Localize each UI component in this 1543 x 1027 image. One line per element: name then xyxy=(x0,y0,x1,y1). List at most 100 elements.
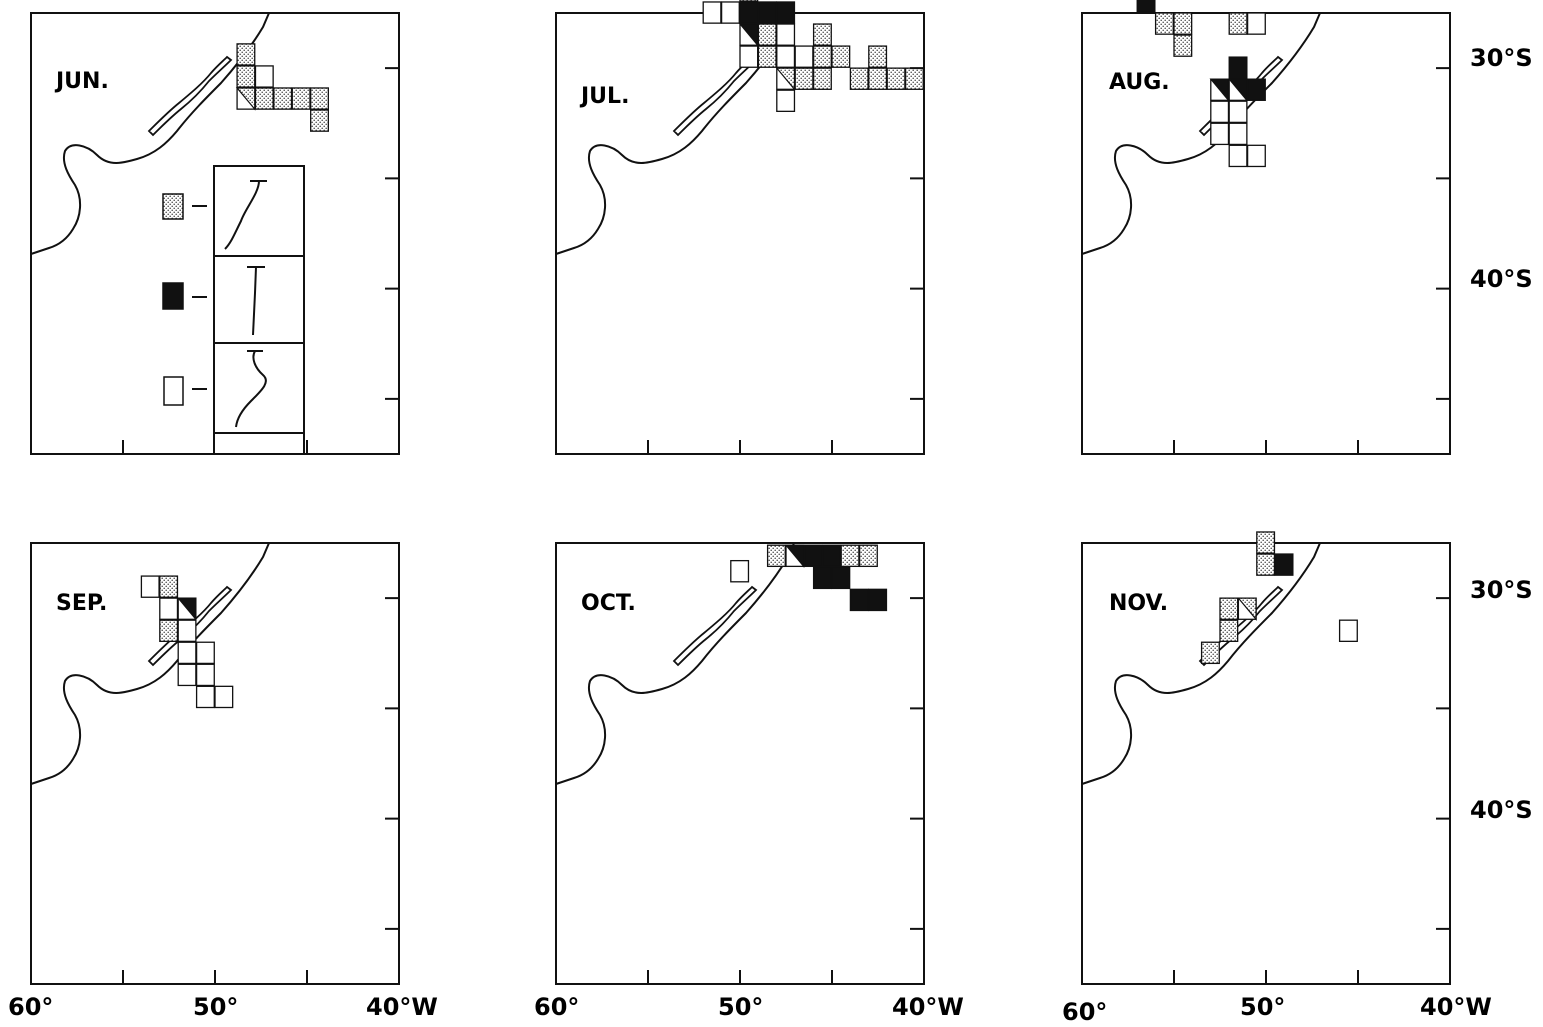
grid-cell-dot xyxy=(1154,12,1174,35)
data-cells xyxy=(1136,0,1266,168)
month-label: AUG. xyxy=(1109,70,1170,95)
grid-cell-black xyxy=(757,1,777,24)
profile-curve xyxy=(224,180,267,250)
longitude-labels-middle: 60° 50° 40°W xyxy=(534,993,964,1021)
grid-cell-empty xyxy=(776,45,796,68)
panel-frame xyxy=(1081,12,1451,455)
coastline-path xyxy=(555,12,795,255)
coastline-path xyxy=(555,542,795,785)
grid-cell-empty xyxy=(214,685,234,709)
data-cells xyxy=(702,0,924,112)
grid-cell-black xyxy=(1136,0,1156,13)
grid-cell-dot xyxy=(310,109,329,132)
grid-cell-dot xyxy=(1228,12,1248,35)
grid-cell-split-black xyxy=(1227,78,1248,102)
coastline-path xyxy=(1081,12,1321,255)
lon-label-40w: 40°W xyxy=(366,993,438,1021)
longitude-labels-left: 60° 50° 40°W xyxy=(8,993,438,1021)
grid-cell-black xyxy=(739,1,759,24)
grid-cell-dot xyxy=(886,67,906,90)
lagoon-outline xyxy=(672,585,758,667)
panel-frame xyxy=(30,542,400,985)
legend xyxy=(162,165,305,455)
grid-cell-empty xyxy=(140,575,160,598)
grid-cell-dot xyxy=(310,87,329,110)
legend-symbol-black xyxy=(162,282,184,310)
lat-label-30s: 30°S xyxy=(1470,576,1533,604)
grid-cell-dot xyxy=(831,45,851,68)
data-cells xyxy=(730,544,888,612)
lon-label-40w: 40°W xyxy=(1420,993,1492,1021)
month-label: NOV. xyxy=(1109,591,1168,616)
grid-cell-dot xyxy=(766,544,786,568)
grid-cell-split-dot xyxy=(235,87,256,111)
grid-cell-dot xyxy=(868,45,888,68)
grid-cell-empty xyxy=(177,619,197,642)
coastline-path xyxy=(30,12,270,255)
latitude-labels-bottom: 30°S 40°S xyxy=(1470,576,1533,824)
coastline-path xyxy=(30,542,270,785)
data-cells xyxy=(235,43,329,132)
coastline xyxy=(30,12,270,255)
map-panel-sep: SEP. xyxy=(30,542,400,985)
grid-cell-dot xyxy=(1256,531,1276,554)
coastline-path xyxy=(1081,542,1321,785)
grid-cell-black xyxy=(1228,56,1248,79)
month-label: OCT. xyxy=(581,591,636,616)
map-panel-jul: JUL. xyxy=(555,0,925,455)
grid-cell-dot xyxy=(273,87,293,110)
grid-cell-empty xyxy=(776,23,796,46)
grid-cell-dot xyxy=(1173,12,1193,35)
profile-inversion xyxy=(235,350,267,428)
grid-cell-split-dot xyxy=(1237,597,1257,621)
grid-cell-empty xyxy=(794,45,814,68)
lon-label-40w: 40°W xyxy=(892,993,964,1021)
map-panel-nov: NOV. xyxy=(1081,531,1451,985)
grid-cell-empty xyxy=(720,1,740,24)
grid-cell-dot xyxy=(1219,597,1239,620)
grid-cell-empty xyxy=(177,641,197,665)
grid-cell-empty xyxy=(254,65,274,88)
grid-cell-empty xyxy=(195,641,215,665)
grid-cell-dot xyxy=(868,67,888,90)
month-label: SEP. xyxy=(56,591,107,616)
panel-frame xyxy=(1081,542,1451,985)
grid-cell-dot xyxy=(1200,641,1220,665)
map-panel-aug: AUG. xyxy=(1081,0,1451,455)
grid-cell-split-dot xyxy=(775,67,796,91)
grid-cell-dot xyxy=(254,87,274,110)
grid-cell-dot xyxy=(291,87,311,110)
coastline xyxy=(555,542,795,785)
grid-cell-dot xyxy=(757,45,777,68)
grid-cell-black xyxy=(849,588,869,612)
grid-cell-black xyxy=(868,588,888,612)
grid-cell-empty xyxy=(177,663,197,687)
grid-cell-dot xyxy=(840,544,860,568)
grid-cell-dot xyxy=(1219,619,1239,642)
data-cells xyxy=(1200,531,1358,665)
grid-cell-dot xyxy=(812,23,832,46)
grid-cell-black xyxy=(831,566,851,590)
grid-cell-empty xyxy=(776,89,796,112)
grid-cell-dot xyxy=(849,67,869,90)
lat-label-40s: 40°S xyxy=(1470,796,1533,824)
lon-label-50: 50° xyxy=(1240,993,1285,1021)
grid-cell-empty xyxy=(730,559,750,583)
grid-cell-black xyxy=(812,566,832,590)
legend-frame xyxy=(213,165,305,455)
grid-cell-dot xyxy=(1256,553,1276,576)
grid-cell-dot xyxy=(159,619,179,642)
grid-cell-dot xyxy=(904,67,924,90)
grid-cell-empty xyxy=(1228,100,1248,124)
grid-cell-dot xyxy=(812,45,832,68)
grid-cell-empty xyxy=(1246,144,1266,168)
grid-cell-dot xyxy=(812,67,832,90)
lon-label-60: 60° xyxy=(534,993,579,1021)
panel-frame xyxy=(555,542,925,985)
data-cells xyxy=(140,575,234,709)
grid-cell-black xyxy=(776,1,796,24)
grid-cell-black xyxy=(803,544,823,568)
grid-cell-dot xyxy=(739,0,759,2)
grid-cell-empty xyxy=(1210,100,1230,124)
month-label: JUL. xyxy=(579,84,629,109)
